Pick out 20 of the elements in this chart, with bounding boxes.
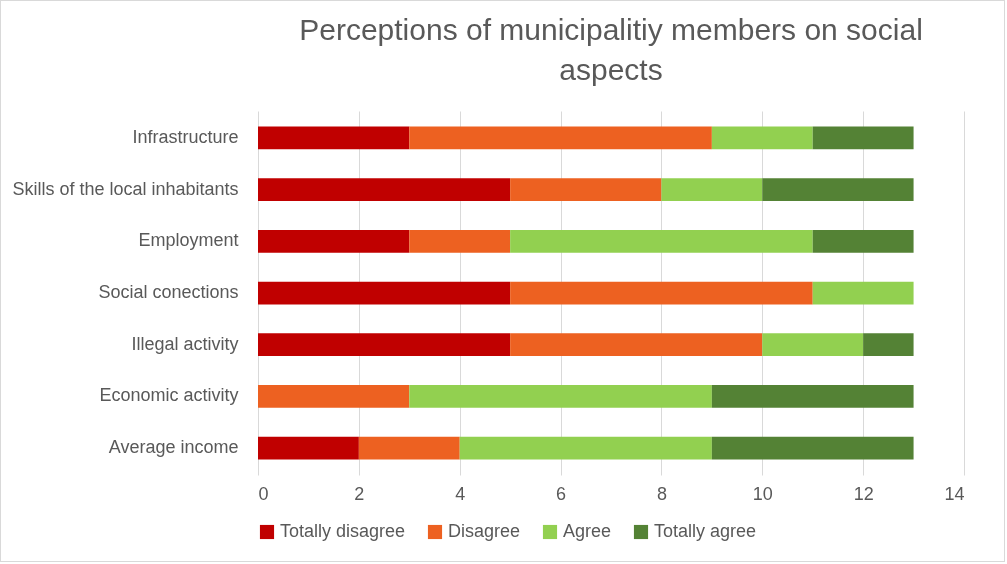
y-tick-label: Infrastructure bbox=[132, 126, 239, 147]
x-tick-label: 12 bbox=[853, 483, 874, 504]
x-tick-label: 14 bbox=[944, 483, 965, 504]
legend-label: Agree bbox=[563, 521, 612, 541]
y-tick-label: Economic activity bbox=[99, 385, 239, 406]
legend-label: Totally agree bbox=[654, 521, 757, 541]
x-tick-label: 0 bbox=[258, 483, 269, 504]
y-tick-label: Skills of the local inhabitants bbox=[12, 178, 239, 199]
y-tick-label: Social conections bbox=[98, 282, 239, 302]
legend-label: Totally disagree bbox=[280, 521, 406, 541]
x-tick-label: 2 bbox=[354, 483, 365, 504]
y-tick-label: Employment bbox=[138, 230, 239, 251]
x-tick-label: 8 bbox=[656, 483, 667, 504]
x-tick-label: 4 bbox=[455, 483, 466, 504]
chart-title: Perceptions of municipalitiy members on social aspects bbox=[299, 13, 923, 86]
x-tick-label: 6 bbox=[556, 483, 567, 504]
y-tick-label: Average income bbox=[108, 437, 239, 458]
x-tick-label: 10 bbox=[752, 483, 773, 504]
y-tick-label: Illegal activity bbox=[131, 333, 239, 354]
legend-label: Disagree bbox=[448, 521, 521, 541]
